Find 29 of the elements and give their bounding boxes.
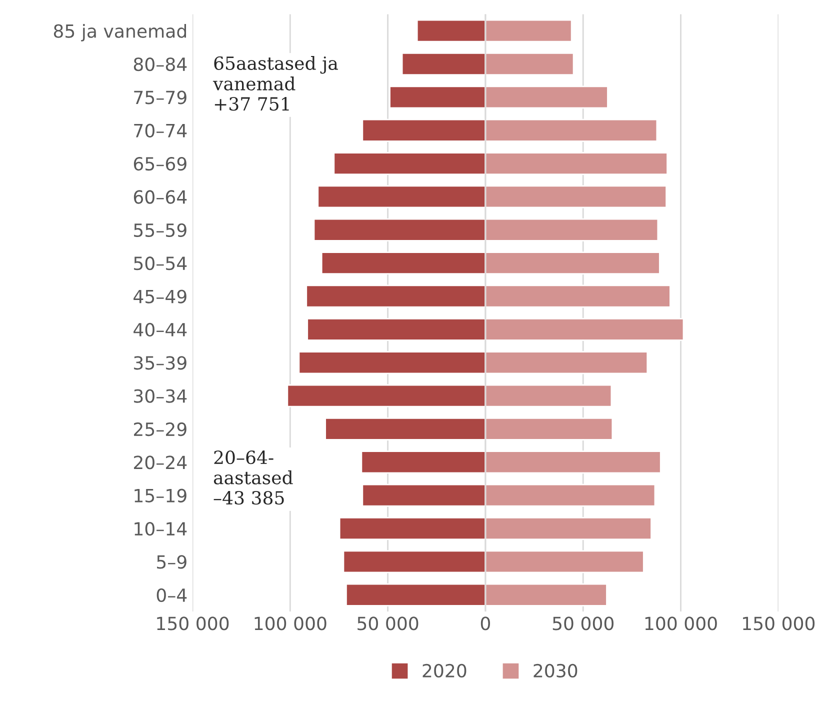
x-tick-label: 0: [480, 616, 490, 630]
y-tick-label: 25–29: [134, 422, 186, 436]
y-tick-label: 45–49: [134, 290, 186, 304]
x-tick-label: 100 000: [645, 616, 717, 630]
y-tick-label: 55–59: [134, 223, 186, 238]
y-tick-label: 80–84: [134, 57, 187, 72]
x-tick-label: 150 000: [157, 616, 229, 630]
y-tick-label: 10–14: [134, 522, 187, 536]
annotation: 65aastased ja vanemad +37 751: [212, 56, 338, 111]
y-tick-label: 15–19: [134, 488, 186, 502]
legend-label: 2020: [422, 664, 466, 678]
annotation: 20–64- aastased –43 385: [214, 450, 293, 505]
y-tick-label: 75–79: [134, 90, 186, 104]
x-tick-label: 50 000: [552, 616, 614, 630]
y-tick-label: 60–64: [134, 190, 187, 204]
x-tick-label: 150 000: [743, 616, 815, 630]
x-tick-label: 50 000: [358, 616, 418, 630]
x-tick-label: 100 000: [254, 616, 326, 630]
y-tick-label: 70–74: [134, 124, 187, 138]
y-tick-label: 5–9: [157, 555, 186, 569]
y-tick-label: 35–39: [134, 356, 186, 370]
y-tick-label: 0–4: [156, 588, 187, 602]
y-tick-label: 65–69: [134, 156, 186, 171]
y-tick-label: 50–54: [134, 256, 187, 270]
y-tick-label: 40–44: [134, 322, 187, 337]
y-tick-label: 30–34: [134, 389, 187, 403]
y-tick-label: 85 ja vanemad: [54, 24, 186, 42]
legend-label: 2030: [534, 664, 578, 678]
y-tick-label: 20–24: [134, 456, 187, 470]
